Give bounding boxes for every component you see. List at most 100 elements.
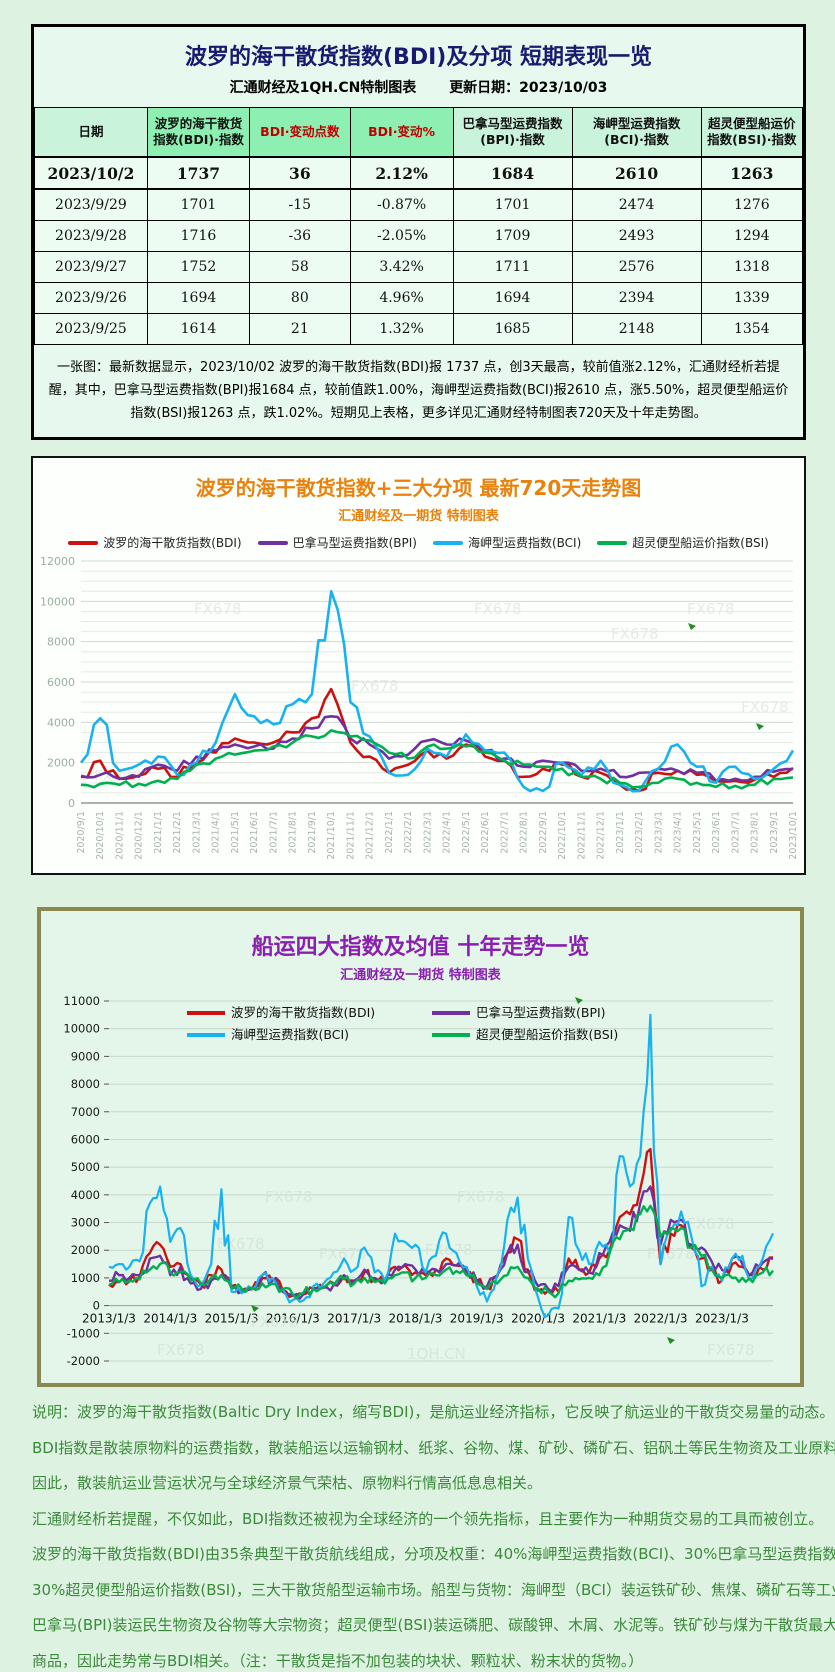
- x-axis-tick-label: 2021/2/1: [172, 811, 183, 854]
- chart-10y-panel: 船运四大指数及均值 十年走势一览 汇通财经及一期货 特制图表 -2000 -100…: [37, 907, 804, 1388]
- table-row: 2023/9/27 1752 58 3.42% 1711 2576 1318: [34, 251, 804, 283]
- x-axis-tick-label: 2023/1/1: [615, 811, 626, 854]
- x-axis-tick-label: 2021/3/1: [191, 811, 202, 854]
- x-axis-tick-label: 2022/7/1: [499, 811, 510, 854]
- table-cell: 1701: [452, 188, 573, 221]
- legend-item: 波罗的海干散货指数(BDI): [68, 534, 242, 551]
- footer-line: 波罗的海干散货指数(BDI)由35条典型干散货航线组成，分项及权重：40%海岬型…: [32, 1545, 835, 1564]
- x-axis-tick-label: 2022/1/3: [634, 1312, 688, 1326]
- x-axis-tick-label: 2021/5/1: [230, 811, 241, 854]
- x-axis-tick-label: 2021/6/1: [249, 811, 260, 854]
- x-axis-tick-label: 2017/1/3: [327, 1312, 381, 1326]
- chart-10y-svg: -2000 -1000 0 1000 2000 3000 4000 5000 6000 7000 8…: [63, 994, 774, 1368]
- table-cell: 1276: [700, 188, 804, 221]
- x-axis-tick-label: 2022/9/1: [538, 811, 549, 854]
- x-axis-tick-label: 2022/8/1: [519, 811, 530, 854]
- table-row: 2023/9/29 1701 -15 -0.87% 1701 2474 1276: [34, 188, 804, 221]
- summary-source: 汇通财经及1QH.CN特制图表: [229, 80, 417, 96]
- watermark-text: FX678: [319, 1245, 367, 1263]
- series-line-bci: [79, 590, 795, 793]
- x-axis-tick-label: 2021/1/1: [153, 811, 164, 854]
- x-axis-tick-label: 2022/3/1: [422, 811, 433, 854]
- legend-label: 波罗的海干散货指数(BDI): [231, 1005, 375, 1020]
- x-axis-tick-label: 2022/11/1: [576, 811, 587, 860]
- x-axis-tick-label: 2023/5/1: [692, 811, 703, 854]
- legend-line-swatch: [597, 540, 628, 545]
- watermark-text: FX678: [687, 1215, 735, 1233]
- table-cell: 2474: [571, 188, 702, 221]
- footer-text-block: 说明：波罗的海干散货指数(Baltic Dry Index，缩写BDI)，是航运…: [31, 1387, 835, 1672]
- watermark-text: FX678: [457, 1188, 505, 1206]
- summary-subtitle: 汇通财经及1QH.CN特制图表 更新日期：2023/10/03: [34, 73, 803, 107]
- legend-label: 超灵便型船运价指数(BSI): [476, 1027, 618, 1042]
- y-axis-tick-label: 9000: [71, 1050, 100, 1064]
- table-row: 2023/9/25 1614 21 1.32% 1685 2148 1354: [34, 313, 804, 345]
- table-cell: 2148: [571, 313, 702, 345]
- x-axis-tick-label: 2021/1/3: [572, 1312, 626, 1326]
- x-axis-tick-label: 2020/10/1: [95, 811, 106, 860]
- summary-table-head: 日期 波罗的海干散货指数(BDI)·指数 BDI·变动点数 BDI·变动% 巴拿马型运费…: [34, 107, 804, 158]
- footer-line: 因此，散装航运业营运状况与全球经济景气荣枯、原物料行情高低息息相关。: [32, 1474, 543, 1493]
- x-axis-tick-label: 2021/8/1: [288, 811, 299, 854]
- table-cell: 2576: [571, 251, 702, 283]
- y-axis-tick-label: 3000: [71, 1216, 100, 1230]
- watermark-text: FX678: [707, 1341, 755, 1359]
- table-cell: 1737: [146, 156, 251, 190]
- x-axis-tick-label: 2021/7/1: [268, 811, 279, 854]
- table-cell: 1294: [700, 220, 804, 252]
- x-axis-tick-label: 2022/10/1: [557, 811, 568, 860]
- chart-720-subtitle: 汇通财经及一期货 特制图表: [338, 509, 499, 525]
- table-cell: 1711: [452, 251, 573, 283]
- legend-label: 海岬型运费指数(BCI): [231, 1027, 349, 1042]
- table-cell: 2023/9/28: [34, 220, 148, 252]
- table-cell: 2023/9/27: [34, 251, 148, 283]
- legend-line-swatch: [432, 540, 463, 545]
- series-line-bdi: [80, 688, 794, 793]
- y-axis-tick-label: 6000: [47, 676, 75, 689]
- table-cell: 1685: [452, 313, 573, 345]
- chart-720-legend: 波罗的海干散货指数(BDI) 巴拿马型运费指数(BPI) 海岬型运费指数(BCI) 超…: [33, 532, 804, 551]
- table-cell: 1.32%: [349, 313, 454, 345]
- x-axis-tick-label: 2023/6/1: [711, 811, 722, 854]
- x-axis-tick-label: 2022/6/1: [480, 811, 491, 854]
- x-axis-tick-label: 2019/1/3: [450, 1312, 504, 1326]
- legend-label: 海岬型运费指数(BCI): [467, 536, 582, 551]
- y-axis-tick-label: 5000: [71, 1160, 100, 1174]
- footer-line: 30%超灵便型船运价指数(BSI)，三大干散货船型运输市场。船型与货物：海岬型（…: [32, 1580, 835, 1599]
- table-cell: 2.12%: [349, 156, 454, 190]
- watermark-text: FX678: [194, 600, 242, 618]
- table-row: 2023/9/28 1716 -36 -2.05% 1709 2493 1294: [34, 220, 804, 252]
- y-axis-tick-label: 10000: [63, 1022, 100, 1036]
- y-axis-tick-label: 2000: [47, 757, 75, 770]
- table-cell: 2023/9/25: [34, 313, 148, 345]
- chart-720-svg: 0 2000 4000 6000 8000 10000 12000 2020/9/1 2020/…: [40, 555, 799, 860]
- x-axis-tick-label: 2021/11/1: [345, 811, 356, 860]
- y-axis-tick-label: 7000: [71, 1105, 100, 1119]
- x-axis-tick-label: 2022/4/1: [442, 811, 453, 854]
- watermark-text: FX678: [687, 600, 735, 618]
- x-axis-tick-label: 2016/1/3: [266, 1312, 320, 1326]
- x-axis-tick-label: 2022/1/1: [384, 811, 395, 854]
- table-header-cell: 巴拿马型运费指数(BPI)·指数: [452, 107, 573, 158]
- summary-note: 一张图：最新数据显示，2023/10/02 波罗的海干散货指数(BDI)报 17…: [48, 360, 789, 421]
- table-header-cell: 超灵便型船运价指数(BSI)·指数: [700, 107, 804, 158]
- chart-720-panel: 波罗的海干散货指数+三大分项 最新720天走势图 汇通财经及一期货 特制图表 波…: [31, 456, 806, 876]
- series-line-bsi: [108, 1204, 774, 1300]
- x-axis-tick-label: 2023/9/1: [769, 811, 780, 854]
- green-arrow-mark: [667, 1337, 675, 1345]
- table-cell: 2610: [571, 156, 702, 190]
- table-cell: 21: [249, 313, 351, 345]
- table-cell: -0.87%: [349, 188, 454, 221]
- table-cell: 1318: [700, 251, 804, 283]
- table-row: 2023/10/2 1737 36 2.12% 1684 2610 1263: [34, 156, 804, 190]
- footer-line: 汇通财经析若提醒，不仅如此，BDI指数还被视为全球经济的一个领先指标，且主要作为…: [32, 1509, 824, 1528]
- table-cell: 1614: [146, 313, 251, 345]
- summary-title: 波罗的海干散货指数(BDI)及分项 短期表现一览: [185, 45, 652, 70]
- footer-line: 说明：波罗的海干散货指数(Baltic Dry Index，缩写BDI)，是航运…: [32, 1403, 835, 1422]
- x-axis-tick-label: 2021/12/1: [365, 811, 376, 860]
- x-axis-tick-label: 2020/9/1: [76, 811, 87, 854]
- table-cell: 1694: [146, 282, 251, 314]
- table-cell: 2394: [571, 282, 702, 314]
- x-axis-tick-label: 2020/11/1: [114, 811, 125, 860]
- x-axis-tick-label: 2022/2/1: [403, 811, 414, 854]
